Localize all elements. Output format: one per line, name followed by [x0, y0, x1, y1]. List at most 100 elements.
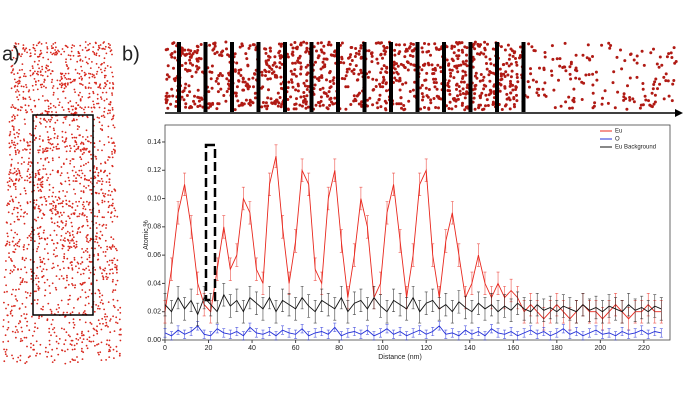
- atom: [81, 84, 84, 86]
- atom: [344, 85, 348, 89]
- atom: [86, 238, 88, 240]
- atom: [86, 258, 89, 261]
- atom: [55, 111, 58, 114]
- atom: [184, 102, 188, 106]
- atom: [32, 46, 35, 49]
- atom: [93, 81, 96, 84]
- atom: [47, 105, 50, 108]
- atom: [16, 149, 19, 151]
- atom: [434, 81, 438, 85]
- atom: [28, 329, 31, 332]
- atom: [354, 47, 358, 50]
- atom: [39, 183, 42, 186]
- atom: [658, 55, 662, 59]
- atom: [14, 231, 16, 234]
- atom: [40, 122, 42, 125]
- atom: [45, 204, 48, 206]
- atom: [81, 212, 84, 215]
- atom: [432, 97, 436, 100]
- atom: [105, 272, 108, 275]
- atom: [59, 211, 62, 214]
- atom: [480, 91, 484, 95]
- atom: [81, 213, 83, 216]
- atom: [28, 89, 31, 91]
- atom: [6, 328, 9, 331]
- atom: [22, 215, 25, 218]
- atom: [51, 221, 53, 224]
- atom: [289, 69, 293, 73]
- atom: [349, 53, 353, 57]
- atom: [87, 234, 89, 236]
- atom: [17, 98, 20, 101]
- atom: [71, 283, 73, 285]
- atom: [318, 104, 322, 108]
- atom: [234, 94, 238, 98]
- atom: [88, 269, 91, 271]
- atom: [67, 215, 70, 218]
- atom: [69, 262, 72, 264]
- atom: [660, 63, 664, 67]
- atom: [13, 244, 16, 247]
- atom: [61, 83, 64, 86]
- atom: [80, 107, 83, 109]
- atom: [75, 265, 77, 268]
- atom: [61, 140, 64, 142]
- atom: [427, 88, 431, 91]
- atom: [43, 196, 46, 198]
- atom: [83, 111, 86, 114]
- atom: [63, 87, 66, 90]
- atom: [26, 51, 28, 54]
- atom: [81, 261, 84, 264]
- atom: [52, 52, 55, 55]
- atom: [35, 199, 38, 202]
- atom: [302, 99, 306, 103]
- atom: [374, 85, 378, 88]
- atom: [105, 83, 108, 86]
- atom: [104, 267, 107, 270]
- atom: [535, 80, 538, 84]
- atom: [68, 232, 71, 234]
- atom: [450, 46, 454, 50]
- atom: [628, 96, 632, 99]
- atom: [342, 61, 346, 65]
- atom: [90, 282, 93, 285]
- atom: [94, 247, 96, 250]
- atom: [71, 261, 73, 263]
- atom: [91, 75, 94, 78]
- atom: [300, 104, 304, 108]
- atom: [66, 145, 68, 148]
- atom: [273, 61, 277, 65]
- atom: [509, 75, 513, 79]
- atom: [72, 180, 75, 182]
- atom: [101, 62, 103, 65]
- atom: [78, 174, 81, 177]
- atom: [664, 72, 668, 76]
- atom: [72, 284, 74, 287]
- atom: [48, 69, 51, 71]
- atom: [107, 211, 110, 214]
- atom: [485, 62, 488, 65]
- atom: [102, 322, 104, 325]
- atom: [613, 106, 617, 110]
- atom: [357, 102, 361, 106]
- atom: [344, 107, 348, 111]
- atom: [33, 78, 36, 80]
- atom: [46, 179, 48, 182]
- atom: [25, 336, 28, 339]
- atom: [17, 43, 20, 45]
- atom: [502, 72, 506, 76]
- atom: [95, 73, 98, 75]
- atom: [29, 52, 32, 55]
- atom: [38, 242, 41, 245]
- atom: [268, 46, 272, 50]
- legend-label: Eu Background: [615, 145, 656, 151]
- atom: [111, 108, 114, 111]
- atom: [73, 256, 76, 259]
- atom: [56, 119, 59, 122]
- atom: [14, 84, 17, 87]
- atom: [30, 134, 33, 137]
- atom: [104, 193, 107, 195]
- atom: [18, 69, 21, 71]
- atom: [460, 80, 463, 84]
- atom: [529, 72, 533, 76]
